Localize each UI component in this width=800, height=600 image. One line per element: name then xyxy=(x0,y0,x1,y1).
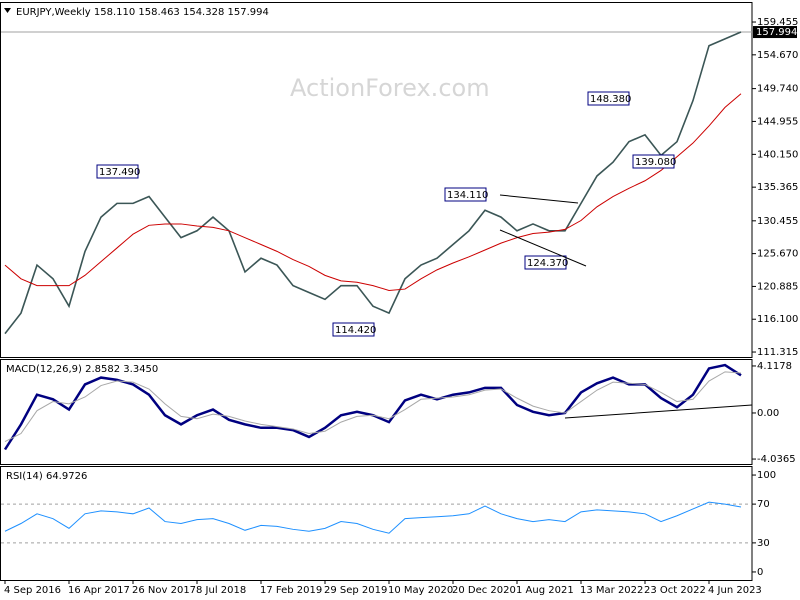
x-tick-label: 26 Nov 2017 xyxy=(132,585,196,596)
y-tick-label: 30 xyxy=(757,538,770,549)
x-tick-label: 1 Aug 2021 xyxy=(516,585,574,596)
last-price-box xyxy=(753,26,797,39)
series-line xyxy=(4,93,742,291)
annotation: 124.370 xyxy=(527,258,568,269)
y-tick-label: 4.1178 xyxy=(757,361,792,372)
x-tick-label: 4 Jun 2023 xyxy=(708,585,762,596)
y-tick-label: 130.455 xyxy=(757,216,798,227)
panel-frame xyxy=(0,359,753,465)
y-tick-label: 111.315 xyxy=(757,347,798,358)
x-tick-label: 17 Feb 2019 xyxy=(260,585,322,596)
y-tick-label: 0 xyxy=(757,567,763,578)
x-tick-label: 16 Apr 2017 xyxy=(68,585,130,596)
x-tick-label: 13 Mar 2022 xyxy=(580,585,643,596)
annotation-box xyxy=(524,255,567,270)
panel-title: RSI(14) 64.9726 xyxy=(6,471,87,482)
y-tick-label: 70 xyxy=(757,499,770,510)
y-tick-label: 140.150 xyxy=(757,149,798,160)
x-tick-label: 20 Dec 2020 xyxy=(452,585,516,596)
series-line xyxy=(4,31,742,335)
y-tick-label: 116.100 xyxy=(757,314,798,325)
y-tick-label: 0.00 xyxy=(757,408,779,419)
y-tick-label: 100 xyxy=(757,470,776,481)
panel-title: MACD(12,26,9) 2.8582 3.3450 xyxy=(6,364,158,375)
x-tick-label: 8 Jul 2018 xyxy=(196,585,246,596)
series-line xyxy=(4,371,742,442)
x-tick-label: 10 May 2020 xyxy=(388,585,453,596)
panel-title: EURJPY,Weekly 158.110 158.463 154.328 15… xyxy=(16,7,269,18)
x-tick-label: 29 Sep 2019 xyxy=(324,585,387,596)
x-tick-label: 4 Sep 2016 xyxy=(4,585,61,596)
annotation: 139.080 xyxy=(635,157,676,168)
annotation: 148.380 xyxy=(590,94,631,105)
panel-frame xyxy=(0,466,753,581)
y-tick-label: 135.365 xyxy=(757,182,798,193)
y-tick-label: 144.955 xyxy=(757,116,798,127)
trend-line xyxy=(499,194,579,204)
watermark: ActionForex.com xyxy=(290,74,490,102)
annotation-box xyxy=(96,164,139,179)
panel-frame xyxy=(0,2,753,358)
y-tick-label: 154.670 xyxy=(757,50,798,61)
annotation-box xyxy=(444,187,487,202)
title-arrow xyxy=(4,8,11,13)
last-price-label: 157.994 xyxy=(756,27,797,38)
annotation: 137.490 xyxy=(99,167,140,178)
y-tick-label: 125.670 xyxy=(757,249,798,260)
annotation-box xyxy=(332,322,375,337)
trend-line xyxy=(499,229,587,267)
annotation-box xyxy=(632,154,675,169)
series-line xyxy=(4,501,742,534)
annotation: 114.420 xyxy=(335,325,376,336)
annotation-box xyxy=(587,91,630,106)
y-tick-label: 159.455 xyxy=(757,17,798,28)
x-tick-label: 23 Oct 2022 xyxy=(644,585,706,596)
trend-line xyxy=(564,404,753,419)
y-tick-label: 120.885 xyxy=(757,281,798,292)
y-tick-label: -4.0365 xyxy=(757,454,796,465)
y-tick-label: 149.740 xyxy=(757,84,798,95)
annotation: 134.110 xyxy=(447,190,488,201)
